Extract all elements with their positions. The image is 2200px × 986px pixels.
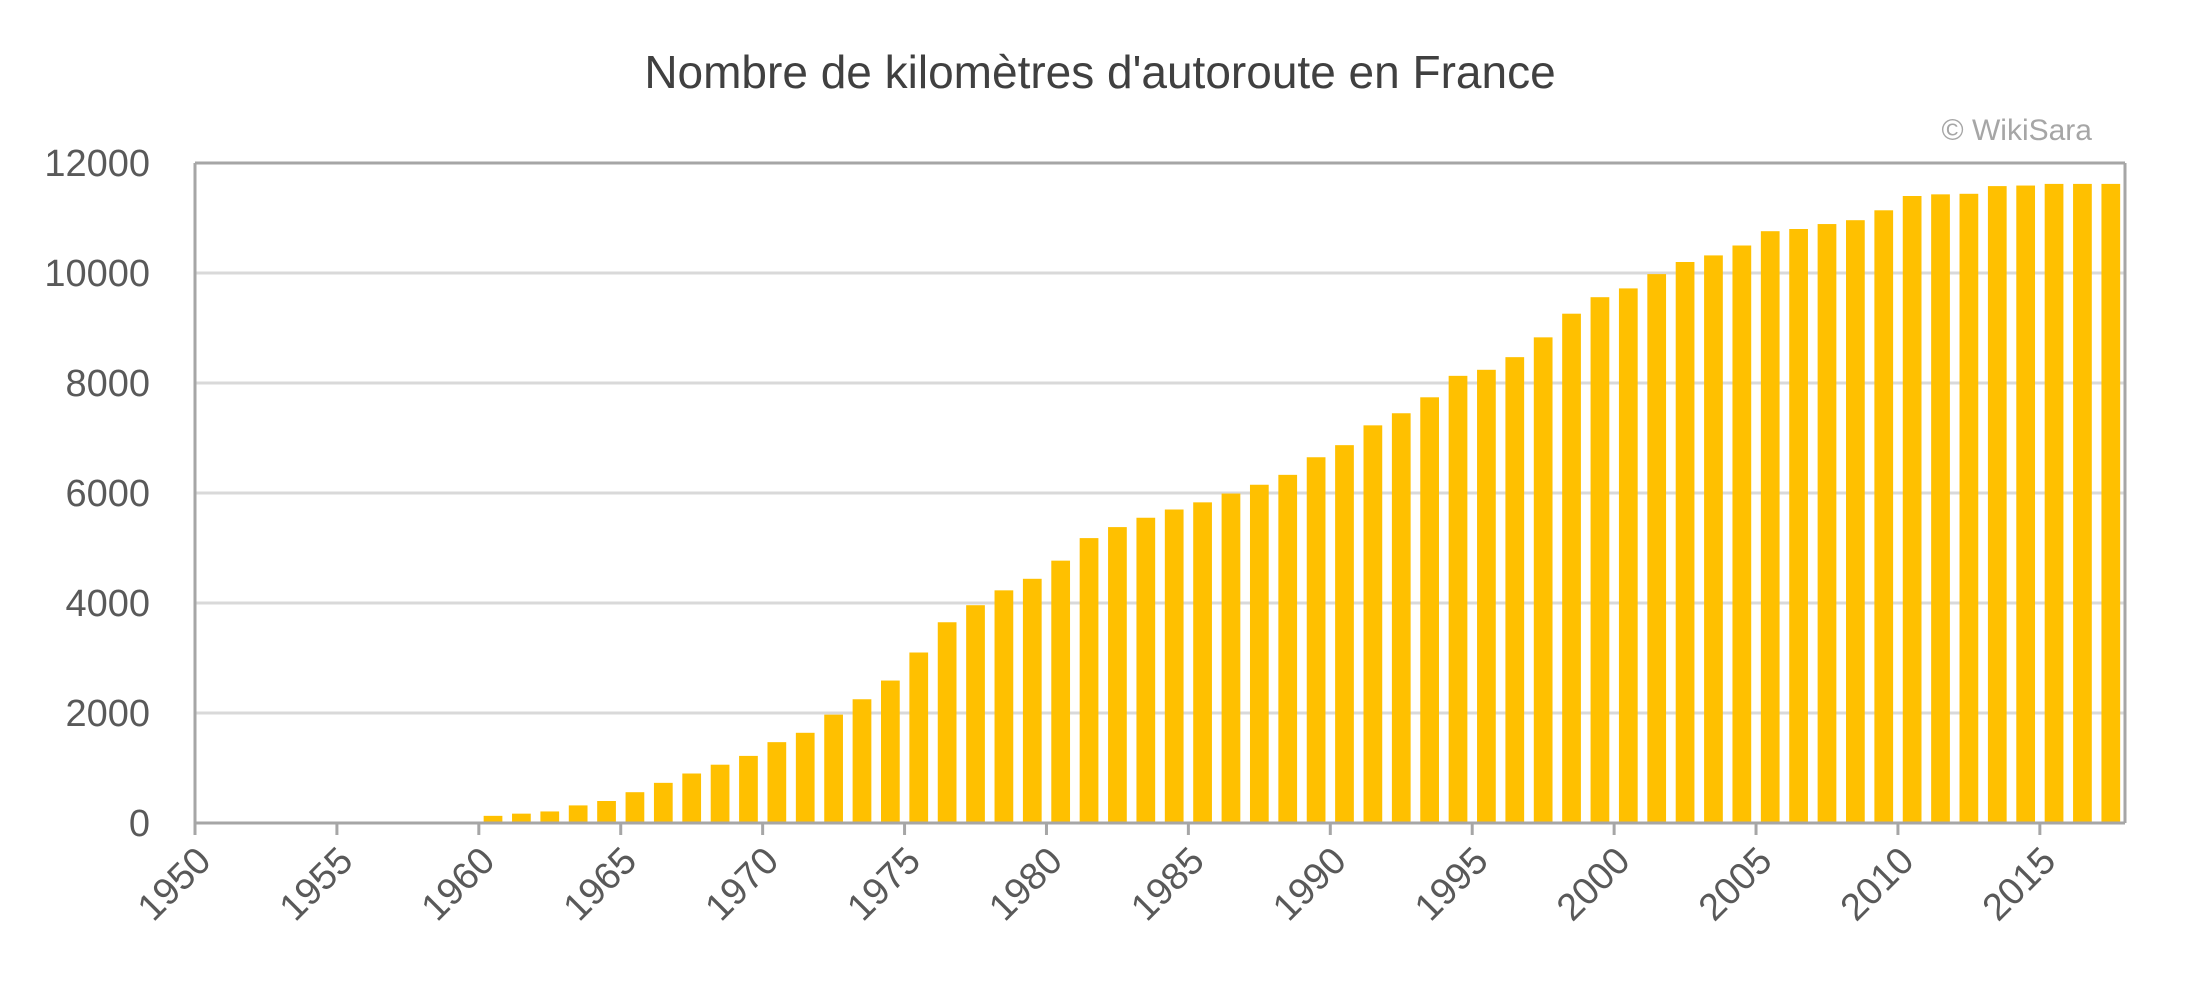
y-axis-tick-labels: 0 2000 4000 6000 8000 10000 12000 xyxy=(44,143,150,845)
bar xyxy=(2044,183,2064,823)
bar xyxy=(767,742,787,823)
bar xyxy=(1391,413,1411,823)
bar xyxy=(1874,210,1894,824)
bar xyxy=(1732,245,1752,823)
axes xyxy=(193,161,2127,835)
bar xyxy=(909,652,929,823)
bar xyxy=(597,801,616,823)
bar xyxy=(1335,445,1354,823)
bar xyxy=(625,792,645,823)
x-tick-label: 1990 xyxy=(1265,840,1354,929)
y-tick-label: 2000 xyxy=(65,693,150,735)
bar xyxy=(824,714,843,823)
bar xyxy=(1477,369,1496,823)
x-tick-label: 1970 xyxy=(698,840,787,929)
bar xyxy=(1022,578,1042,823)
bar xyxy=(1505,357,1525,823)
bar xyxy=(1846,220,1865,823)
x-tick-label: 1965 xyxy=(556,840,645,929)
bar xyxy=(1987,186,2007,824)
x-axis-tick-labels: 1950 1955 1960 1965 1970 1975 1980 1985 1990 1995… xyxy=(130,840,2064,929)
chart-title: Nombre de kilomètres d'autoroute en Fran… xyxy=(644,46,1555,98)
x-tick-label: 1955 xyxy=(272,840,361,929)
bar xyxy=(1902,196,1922,823)
x-tick-label: 1950 xyxy=(130,840,219,929)
bar xyxy=(483,815,503,823)
bar xyxy=(1931,194,1950,824)
bar xyxy=(1675,262,1695,823)
bar xyxy=(1164,509,1184,823)
bar xyxy=(512,813,531,823)
bar xyxy=(1108,527,1127,823)
bar xyxy=(1420,397,1439,823)
y-tick-label: 12000 xyxy=(44,143,150,185)
y-tick-label: 0 xyxy=(129,803,150,845)
bar xyxy=(1760,231,1780,823)
watermark-text: © WikiSara xyxy=(1942,114,2093,147)
y-tick-label: 6000 xyxy=(65,473,150,515)
bar xyxy=(1959,193,1979,824)
bar xyxy=(568,805,588,823)
bar xyxy=(1533,337,1553,823)
bar xyxy=(1647,274,1667,824)
bar xyxy=(1079,538,1099,823)
bar xyxy=(1051,560,1071,823)
bar xyxy=(881,680,900,823)
bar xyxy=(2016,185,2036,824)
x-tick-label: 1980 xyxy=(981,840,1070,929)
x-tick-label: 2000 xyxy=(1549,840,1638,929)
bar xyxy=(653,782,673,823)
bar xyxy=(966,605,985,823)
bar xyxy=(682,773,702,823)
bar xyxy=(1590,297,1610,823)
x-tick-label: 2010 xyxy=(1833,840,1922,929)
bar xyxy=(852,699,872,823)
bars xyxy=(483,183,2121,824)
y-tick-label: 8000 xyxy=(65,363,150,405)
y-tick-label: 10000 xyxy=(44,253,150,295)
y-tick-label: 4000 xyxy=(65,583,150,625)
bar xyxy=(540,811,560,823)
bar xyxy=(795,732,815,823)
bar xyxy=(994,590,1014,823)
bar xyxy=(1704,255,1723,823)
x-tick-label: 1995 xyxy=(1407,840,1496,929)
bar xyxy=(1136,517,1156,823)
bar xyxy=(1817,224,1837,824)
bar xyxy=(1249,484,1269,823)
bar xyxy=(1789,229,1808,823)
bar xyxy=(1363,425,1383,823)
bar xyxy=(1221,493,1241,823)
x-tick-label: 2005 xyxy=(1691,840,1780,929)
bar xyxy=(1618,288,1638,823)
bar xyxy=(1448,375,1468,823)
bar xyxy=(1306,457,1326,823)
bar xyxy=(1278,474,1298,823)
bar xyxy=(739,755,758,823)
bar xyxy=(937,622,957,823)
bar xyxy=(1562,313,1581,823)
x-tick-label: 2015 xyxy=(1975,840,2064,929)
bar xyxy=(2101,183,2121,823)
x-tick-label: 1985 xyxy=(1123,840,1212,929)
x-tick-label: 1975 xyxy=(839,840,928,929)
bar xyxy=(1193,502,1212,823)
bar xyxy=(2073,183,2092,823)
x-tick-label: 1960 xyxy=(414,840,503,929)
bar xyxy=(710,764,730,823)
